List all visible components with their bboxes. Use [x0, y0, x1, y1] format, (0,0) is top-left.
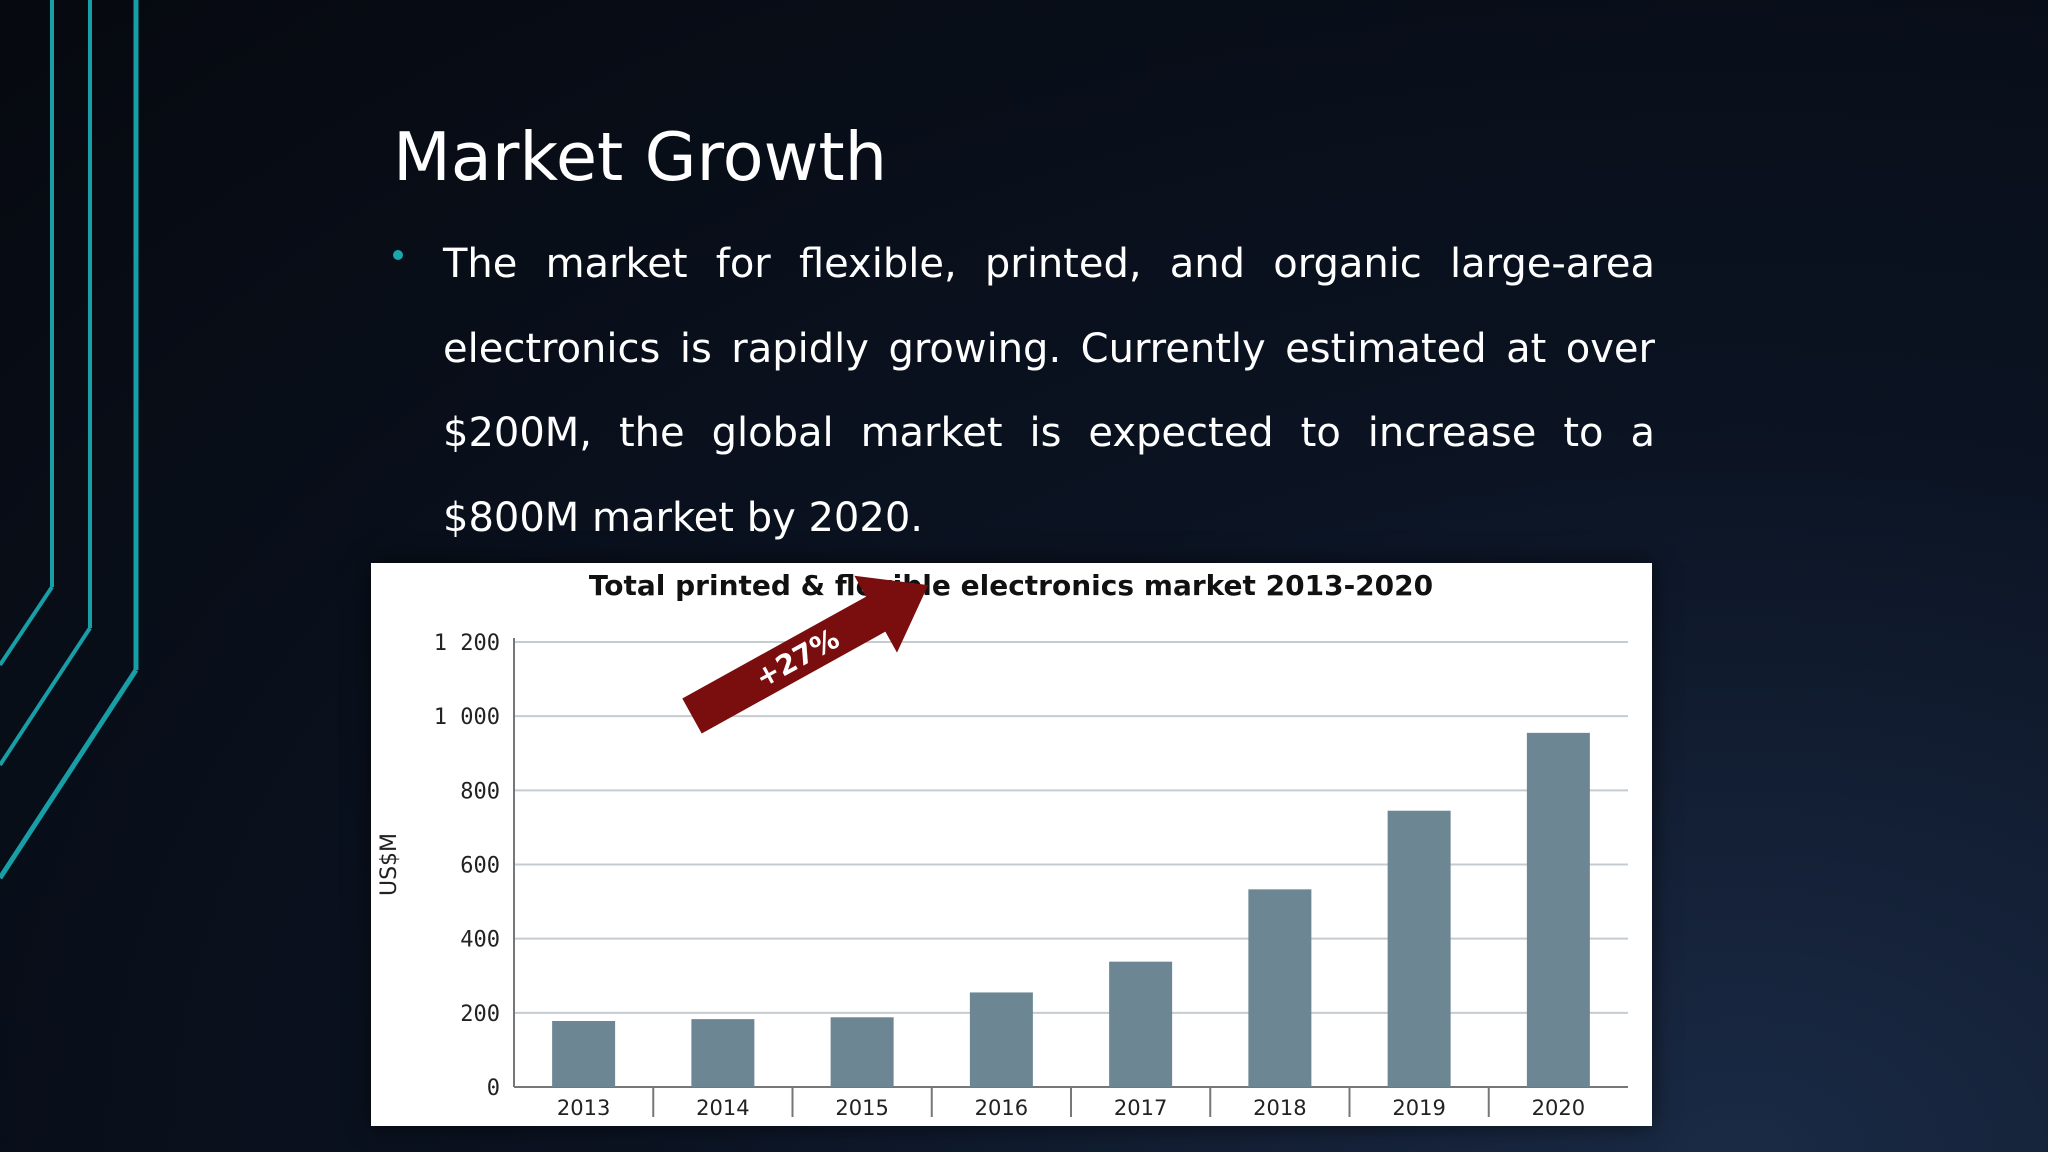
y-tick-label: 0: [487, 1076, 500, 1101]
x-tick-label: 2017: [1114, 1096, 1167, 1120]
deco-line: [0, 585, 54, 667]
arrow-label: +27%: [750, 622, 845, 695]
bar-2017: [1109, 961, 1173, 1087]
x-tick-label: 2016: [975, 1096, 1028, 1120]
chart-frame: Total printed & flexible electronics mar…: [371, 563, 1652, 1126]
y-tick-label: 600: [460, 854, 500, 879]
x-tick-label: 2015: [835, 1096, 888, 1120]
chart-title: Total printed & flexible electronics mar…: [589, 569, 1433, 602]
deco-line: [0, 626, 92, 767]
y-axis-label: US$M: [377, 833, 402, 896]
arrow-shape: [682, 575, 929, 734]
bar-2018: [1248, 889, 1312, 1087]
bullet-text: The market for flexible, printed, and or…: [443, 241, 1655, 541]
y-tick-label: 200: [460, 1002, 500, 1027]
x-tick-label: 2018: [1253, 1096, 1306, 1120]
y-tick-label: 400: [460, 928, 500, 953]
x-tick-label: 2019: [1392, 1096, 1445, 1120]
bar-2015: [830, 1017, 894, 1087]
y-tick-label: 1 000: [434, 705, 500, 730]
x-tick-label: 2020: [1532, 1096, 1585, 1120]
bar-chart: Total printed & flexible electronics mar…: [377, 569, 1628, 1120]
bullet-dot: [393, 250, 403, 260]
bar-2013: [552, 1020, 616, 1087]
bar-2020: [1526, 732, 1590, 1087]
y-tick-label: 1 200: [434, 631, 500, 656]
bar-2014: [691, 1019, 755, 1087]
slide-title: Market Growth: [393, 118, 888, 196]
x-tick-label: 2014: [696, 1096, 749, 1120]
bar-2016: [969, 992, 1033, 1087]
y-tick-label: 800: [460, 779, 500, 804]
bar-2019: [1387, 810, 1451, 1087]
x-tick-label: 2013: [557, 1096, 610, 1120]
deco-line: [0, 668, 139, 880]
